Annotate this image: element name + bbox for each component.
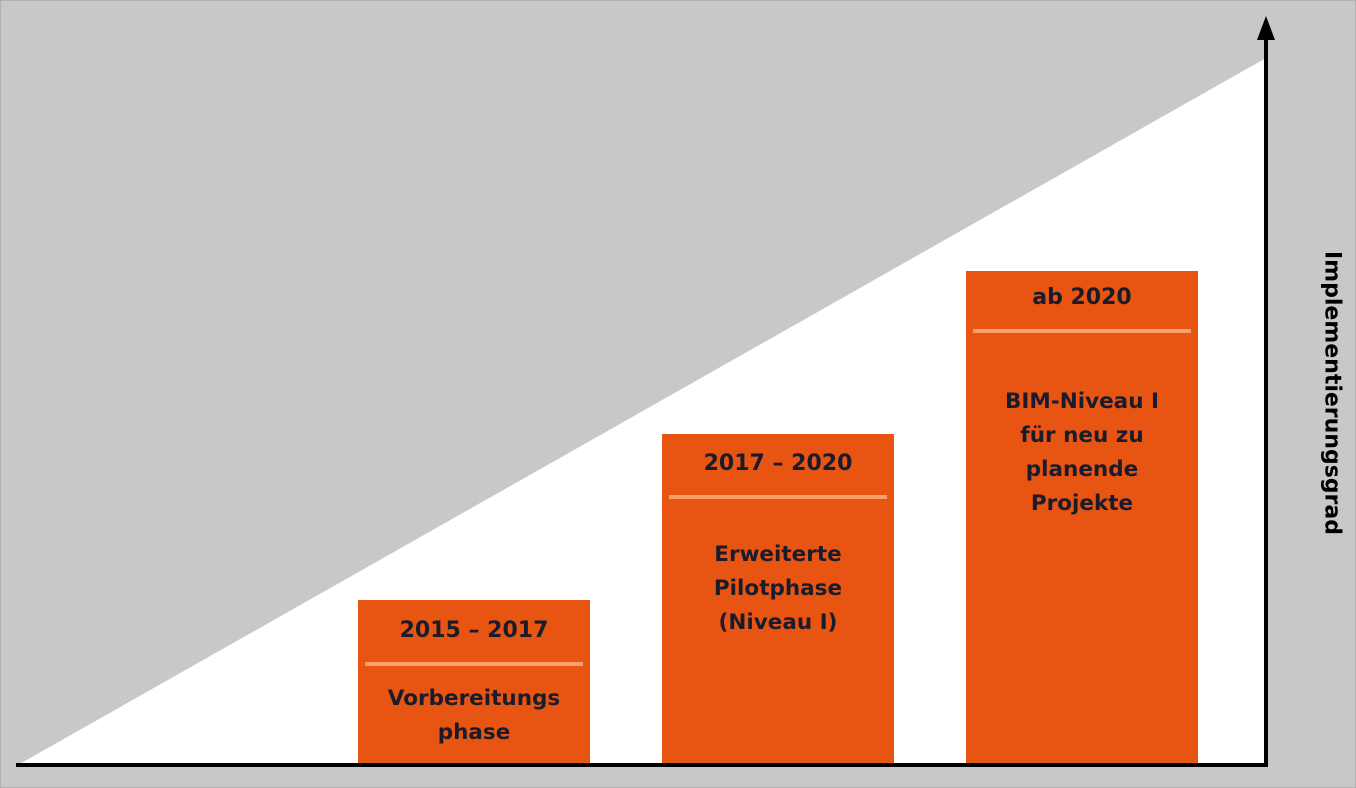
phase-divider: [365, 662, 583, 666]
y-axis-label: Implementierungsgrad: [1319, 250, 1345, 536]
phase-box-extended-pilot: 2017 – 2020 Erweiterte Pilotphase (Nivea…: [662, 434, 894, 763]
phase-period-label: ab 2020: [1032, 285, 1132, 310]
growth-wedge: [16, 58, 1266, 766]
phase-divider: [669, 495, 887, 499]
phase-box-bim-level: ab 2020 BIM-Niveau I für neu zu planende…: [966, 271, 1198, 763]
phase-period-label: 2015 – 2017: [399, 618, 549, 643]
phase-period-label: 2017 – 2020: [703, 451, 853, 476]
phase-box-preparation: 2015 – 2017 Vorbereitungs phase: [358, 600, 590, 763]
phase-divider: [973, 329, 1191, 333]
y-axis-arrowhead: [1257, 16, 1275, 40]
phase-description: Vorbereitungs phase: [387, 686, 561, 745]
phase-description: BIM-Niveau I für neu zu planende Projekt…: [1005, 389, 1159, 516]
phase-description: Erweiterte Pilotphase (Niveau I): [713, 542, 843, 635]
